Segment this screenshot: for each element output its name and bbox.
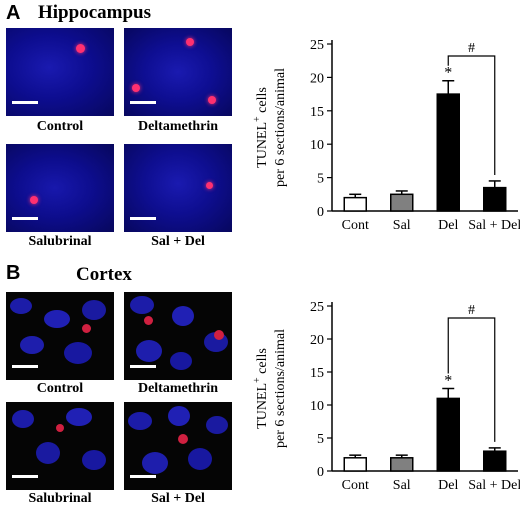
tunel-positive-cell bbox=[214, 330, 224, 340]
bar bbox=[390, 457, 414, 472]
x-tick-label: Del bbox=[438, 478, 458, 493]
cortex-control-label: Control bbox=[36, 381, 84, 396]
cortex-control-micrograph bbox=[6, 292, 114, 380]
significance-bracket bbox=[447, 55, 496, 175]
scale-bar bbox=[12, 475, 38, 478]
nucleus bbox=[168, 406, 190, 426]
nucleus bbox=[128, 412, 152, 430]
tunel-positive-cell bbox=[206, 182, 213, 189]
scale-bar bbox=[12, 217, 38, 220]
hippocampus-sal-del-micrograph bbox=[124, 144, 232, 232]
nucleus bbox=[10, 298, 32, 314]
significance-bracket bbox=[447, 317, 496, 442]
tunel-positive-cell bbox=[76, 44, 85, 53]
tunel-positive-cell bbox=[178, 434, 188, 444]
cortex-salubrinal-micrograph bbox=[6, 402, 114, 490]
scale-bar bbox=[130, 365, 156, 368]
y-tick-label: 20 bbox=[310, 333, 324, 348]
y-axis-label-line2: per 6 sections/animal bbox=[273, 68, 288, 187]
bar bbox=[343, 457, 367, 472]
y-axis-label-line2: per 6 sections/animal bbox=[273, 329, 288, 448]
significance-star: * bbox=[444, 373, 452, 390]
hippocampus-tunel-bar-chart: 0 5 10 15 20 25 TUNEL+ cells per 6 sections/ani… bbox=[252, 38, 520, 233]
cortex-deltamethrin-label: Deltamethrin bbox=[137, 381, 219, 396]
bar bbox=[343, 196, 367, 212]
tunel-positive-cell bbox=[132, 84, 140, 92]
x-tick-label: Del bbox=[438, 218, 458, 233]
scale-bar bbox=[130, 101, 156, 104]
x-tick-label: Sal + Del bbox=[468, 478, 520, 493]
nucleus bbox=[206, 416, 228, 434]
x-tick-label: Sal bbox=[393, 478, 411, 493]
panel-b-region-title: Cortex bbox=[76, 264, 132, 285]
nucleus bbox=[130, 296, 154, 314]
cortex-tunel-bar-chart: 0 5 10 15 20 25 TUNEL+ cells per 6 sections/ani… bbox=[252, 300, 520, 493]
bar bbox=[436, 397, 460, 472]
y-tick-label: 15 bbox=[310, 105, 324, 120]
x-tick-label: Sal bbox=[393, 218, 411, 233]
y-tick-label: 5 bbox=[317, 172, 324, 187]
significance-hash: # bbox=[468, 41, 475, 56]
nucleus bbox=[82, 450, 106, 470]
nucleus bbox=[170, 352, 192, 370]
significance-hash: # bbox=[468, 303, 475, 318]
nucleus bbox=[188, 448, 212, 470]
y-axis-label: TUNEL+ cells bbox=[252, 87, 270, 168]
hippocampus-salubrinal-label: Salubrinal bbox=[28, 234, 92, 249]
y-axis-label: TUNEL+ cells bbox=[252, 348, 270, 429]
scale-bar bbox=[130, 217, 156, 220]
bar bbox=[483, 450, 507, 472]
bar bbox=[436, 93, 460, 212]
hippocampus-sal-del-label: Sal + Del bbox=[151, 234, 205, 249]
nucleus bbox=[12, 410, 34, 428]
nucleus bbox=[66, 408, 92, 426]
tunel-positive-cell bbox=[56, 424, 64, 432]
panel-a-region-title: Hippocampus bbox=[38, 2, 151, 23]
tunel-positive-cell bbox=[144, 316, 153, 325]
tunel-positive-cell bbox=[30, 196, 38, 204]
y-tick-label: 5 bbox=[317, 432, 324, 447]
y-tick-label: 0 bbox=[317, 205, 324, 220]
y-tick-label: 25 bbox=[310, 38, 324, 53]
nucleus bbox=[64, 342, 92, 364]
y-tick-label: 15 bbox=[310, 366, 324, 381]
hippocampus-deltamethrin-micrograph bbox=[124, 28, 232, 116]
nucleus bbox=[82, 300, 106, 320]
x-tick-label: Cont bbox=[342, 218, 369, 233]
nucleus bbox=[142, 452, 168, 474]
y-tick-label: 20 bbox=[310, 71, 324, 86]
cortex-sal-del-micrograph bbox=[124, 402, 232, 490]
hippocampus-deltamethrin-label: Deltamethrin bbox=[137, 119, 219, 134]
y-tick-label: 10 bbox=[310, 399, 324, 414]
scale-bar bbox=[12, 101, 38, 104]
tunel-positive-cell bbox=[208, 96, 216, 104]
nucleus bbox=[172, 306, 194, 326]
scale-bar bbox=[12, 365, 38, 368]
tunel-positive-cell bbox=[82, 324, 91, 333]
bar bbox=[483, 186, 507, 212]
y-tick-label: 25 bbox=[310, 300, 324, 315]
y-tick-label: 0 bbox=[317, 465, 324, 480]
panel-b-letter: B bbox=[6, 262, 21, 284]
y-tick-label: 10 bbox=[310, 138, 324, 153]
hippocampus-control-micrograph bbox=[6, 28, 114, 116]
nucleus bbox=[44, 310, 70, 328]
hippocampus-salubrinal-micrograph bbox=[6, 144, 114, 232]
x-tick-label: Sal + Del bbox=[468, 218, 520, 233]
significance-star: * bbox=[444, 65, 452, 82]
cortex-sal-del-label: Sal + Del bbox=[151, 491, 205, 506]
x-tick-label: Cont bbox=[342, 478, 369, 493]
nucleus bbox=[20, 336, 44, 354]
tunel-positive-cell bbox=[186, 38, 194, 46]
nucleus bbox=[36, 442, 60, 464]
scale-bar bbox=[130, 475, 156, 478]
nucleus bbox=[136, 340, 162, 362]
bar bbox=[390, 193, 414, 212]
cortex-deltamethrin-micrograph bbox=[124, 292, 232, 380]
panel-a-letter: A bbox=[6, 2, 21, 24]
hippocampus-control-label: Control bbox=[36, 119, 84, 134]
cortex-salubrinal-label: Salubrinal bbox=[28, 491, 92, 506]
